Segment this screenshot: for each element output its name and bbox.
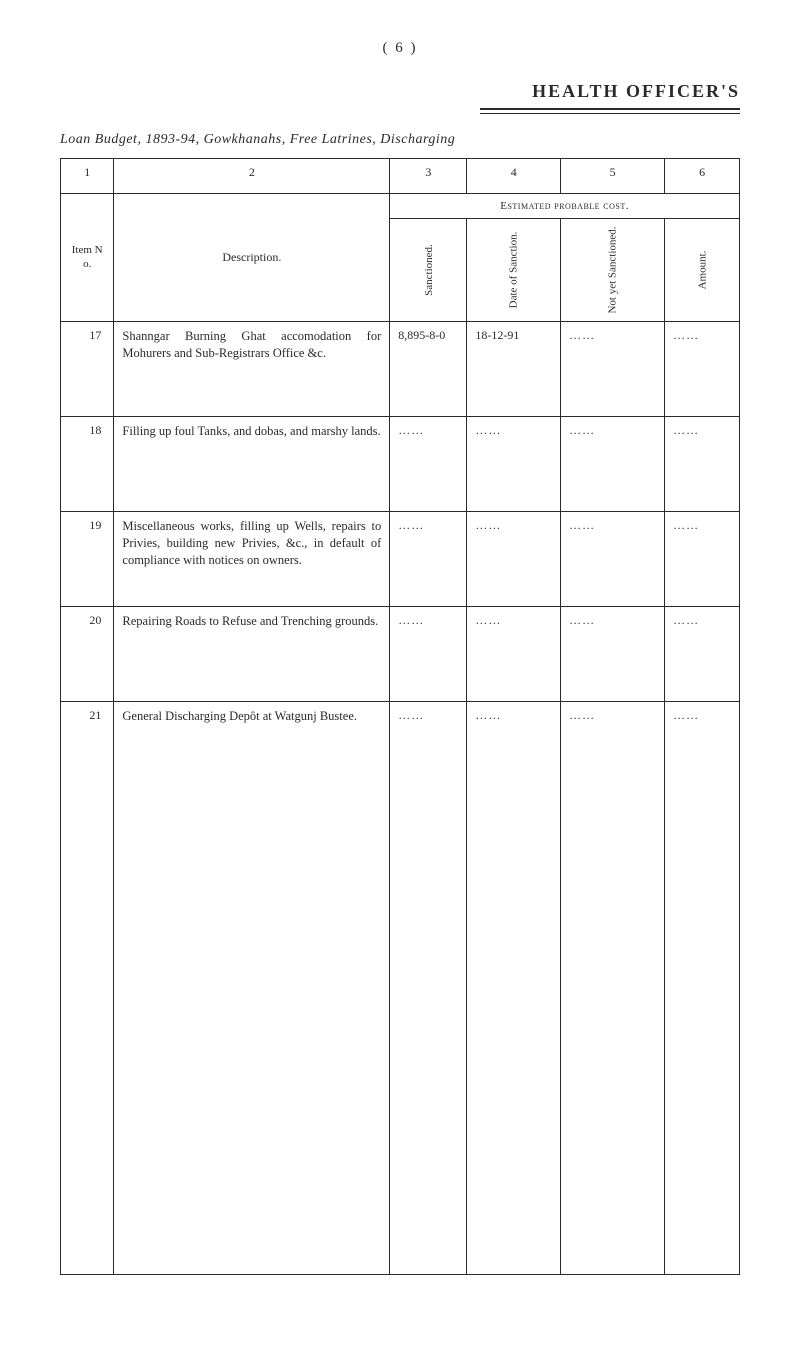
- amount-header: Amount.: [665, 219, 740, 322]
- item-no: 17: [61, 322, 114, 417]
- header-title: HEALTH OFFICER'S: [60, 81, 740, 102]
- item-date: ……: [467, 512, 561, 607]
- notyet-header: Not yet Sanctioned.: [561, 219, 665, 322]
- item-desc: Miscellaneous works, filling up Wells, r…: [114, 512, 390, 607]
- item-no: 19: [61, 512, 114, 607]
- table-row: 19 Miscellaneous works, filling up Wells…: [61, 512, 740, 607]
- item-amount: ……: [665, 607, 740, 702]
- item-desc: Repairing Roads to Refuse and Trenching …: [114, 607, 390, 702]
- col-num-3: 3: [390, 159, 467, 194]
- item-amount: ……: [665, 512, 740, 607]
- item-notyet: ……: [561, 322, 665, 417]
- table-row: 17 Shanngar Burning Ghat accomodation fo…: [61, 322, 740, 417]
- item-no: 21: [61, 702, 114, 1275]
- item-notyet: ……: [561, 512, 665, 607]
- col-num-6: 6: [665, 159, 740, 194]
- item-no: 18: [61, 417, 114, 512]
- table-row: 18 Filling up foul Tanks, and dobas, and…: [61, 417, 740, 512]
- item-amount: ……: [665, 417, 740, 512]
- header-number-row: 1 2 3 4 5 6: [61, 159, 740, 194]
- item-desc: Shanngar Burning Ghat accomodation for M…: [114, 322, 390, 417]
- item-date: ……: [467, 702, 561, 1275]
- item-notyet: ……: [561, 417, 665, 512]
- item-desc: General Discharging Depôt at Watgunj Bus…: [114, 702, 390, 1275]
- item-no: 20: [61, 607, 114, 702]
- item-date: ……: [467, 417, 561, 512]
- item-sanctioned: ……: [390, 607, 467, 702]
- col-num-2: 2: [114, 159, 390, 194]
- subtitle: Loan Budget, 1893-94, Gowkhanahs, Free L…: [60, 132, 740, 148]
- date-header: Date of Sanction.: [467, 219, 561, 322]
- budget-table: 1 2 3 4 5 6 Item N o. Description. Estim…: [60, 158, 740, 1275]
- item-date: 18-12-91: [467, 322, 561, 417]
- col-num-5: 5: [561, 159, 665, 194]
- item-date: ……: [467, 607, 561, 702]
- table-row: 21 General Discharging Depôt at Watgunj …: [61, 702, 740, 1275]
- table-row: 20 Repairing Roads to Refuse and Trenchi…: [61, 607, 740, 702]
- item-notyet: ……: [561, 607, 665, 702]
- title-underline: [480, 108, 740, 114]
- item-desc: Filling up foul Tanks, and dobas, and ma…: [114, 417, 390, 512]
- page-number: ( 6 ): [60, 40, 740, 57]
- item-amount: ……: [665, 322, 740, 417]
- header-label-row-1: Item N o. Description. Estimated probabl…: [61, 194, 740, 219]
- sanctioned-header: Sanctioned.: [390, 219, 467, 322]
- estimated-header: Estimated probable cost.: [390, 194, 740, 219]
- col-num-1: 1: [61, 159, 114, 194]
- description-header: Description.: [114, 194, 390, 322]
- col-num-4: 4: [467, 159, 561, 194]
- item-sanctioned: ……: [390, 702, 467, 1275]
- item-sanctioned: 8,895-8-0: [390, 322, 467, 417]
- item-sanctioned: ……: [390, 512, 467, 607]
- item-sanctioned: ……: [390, 417, 467, 512]
- item-no-header: Item N o.: [61, 194, 114, 322]
- item-amount: ……: [665, 702, 740, 1275]
- item-notyet: ……: [561, 702, 665, 1275]
